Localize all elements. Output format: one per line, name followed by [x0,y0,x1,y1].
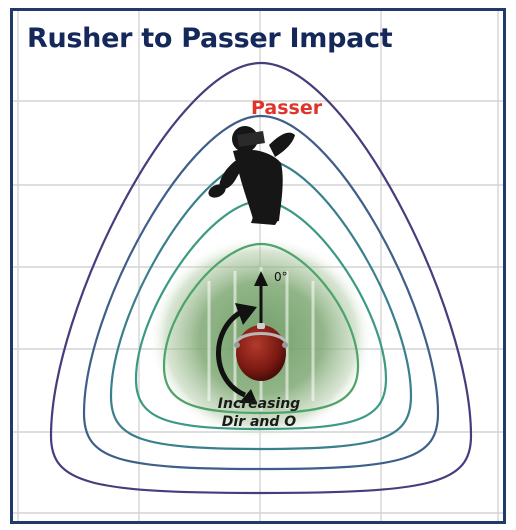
diagram-frame: Rusher to Passer Impact Passer 0° Increa… [10,8,506,524]
rotation-arrow-icon [216,303,257,403]
passer-silhouette-icon [208,126,295,225]
direction-angle-label: 0° [274,270,288,284]
diagram-title: Rusher to Passer Impact [27,23,393,54]
rotation-caption: Increasing Dir and O [209,395,309,431]
contour-2 [134,199,388,431]
passer-label: Passer [251,97,323,119]
contour-4 [82,114,440,471]
impact-contours [49,61,473,495]
impact-diagram [13,11,503,521]
rotation-caption-line-2: Dir and O [221,414,297,430]
contour-3 [109,157,413,451]
contour-1 [162,242,360,415]
rusher-helmet-icon [234,323,288,381]
rotation-caption-line-1: Increasing [217,396,301,412]
contour-5 [49,61,473,495]
